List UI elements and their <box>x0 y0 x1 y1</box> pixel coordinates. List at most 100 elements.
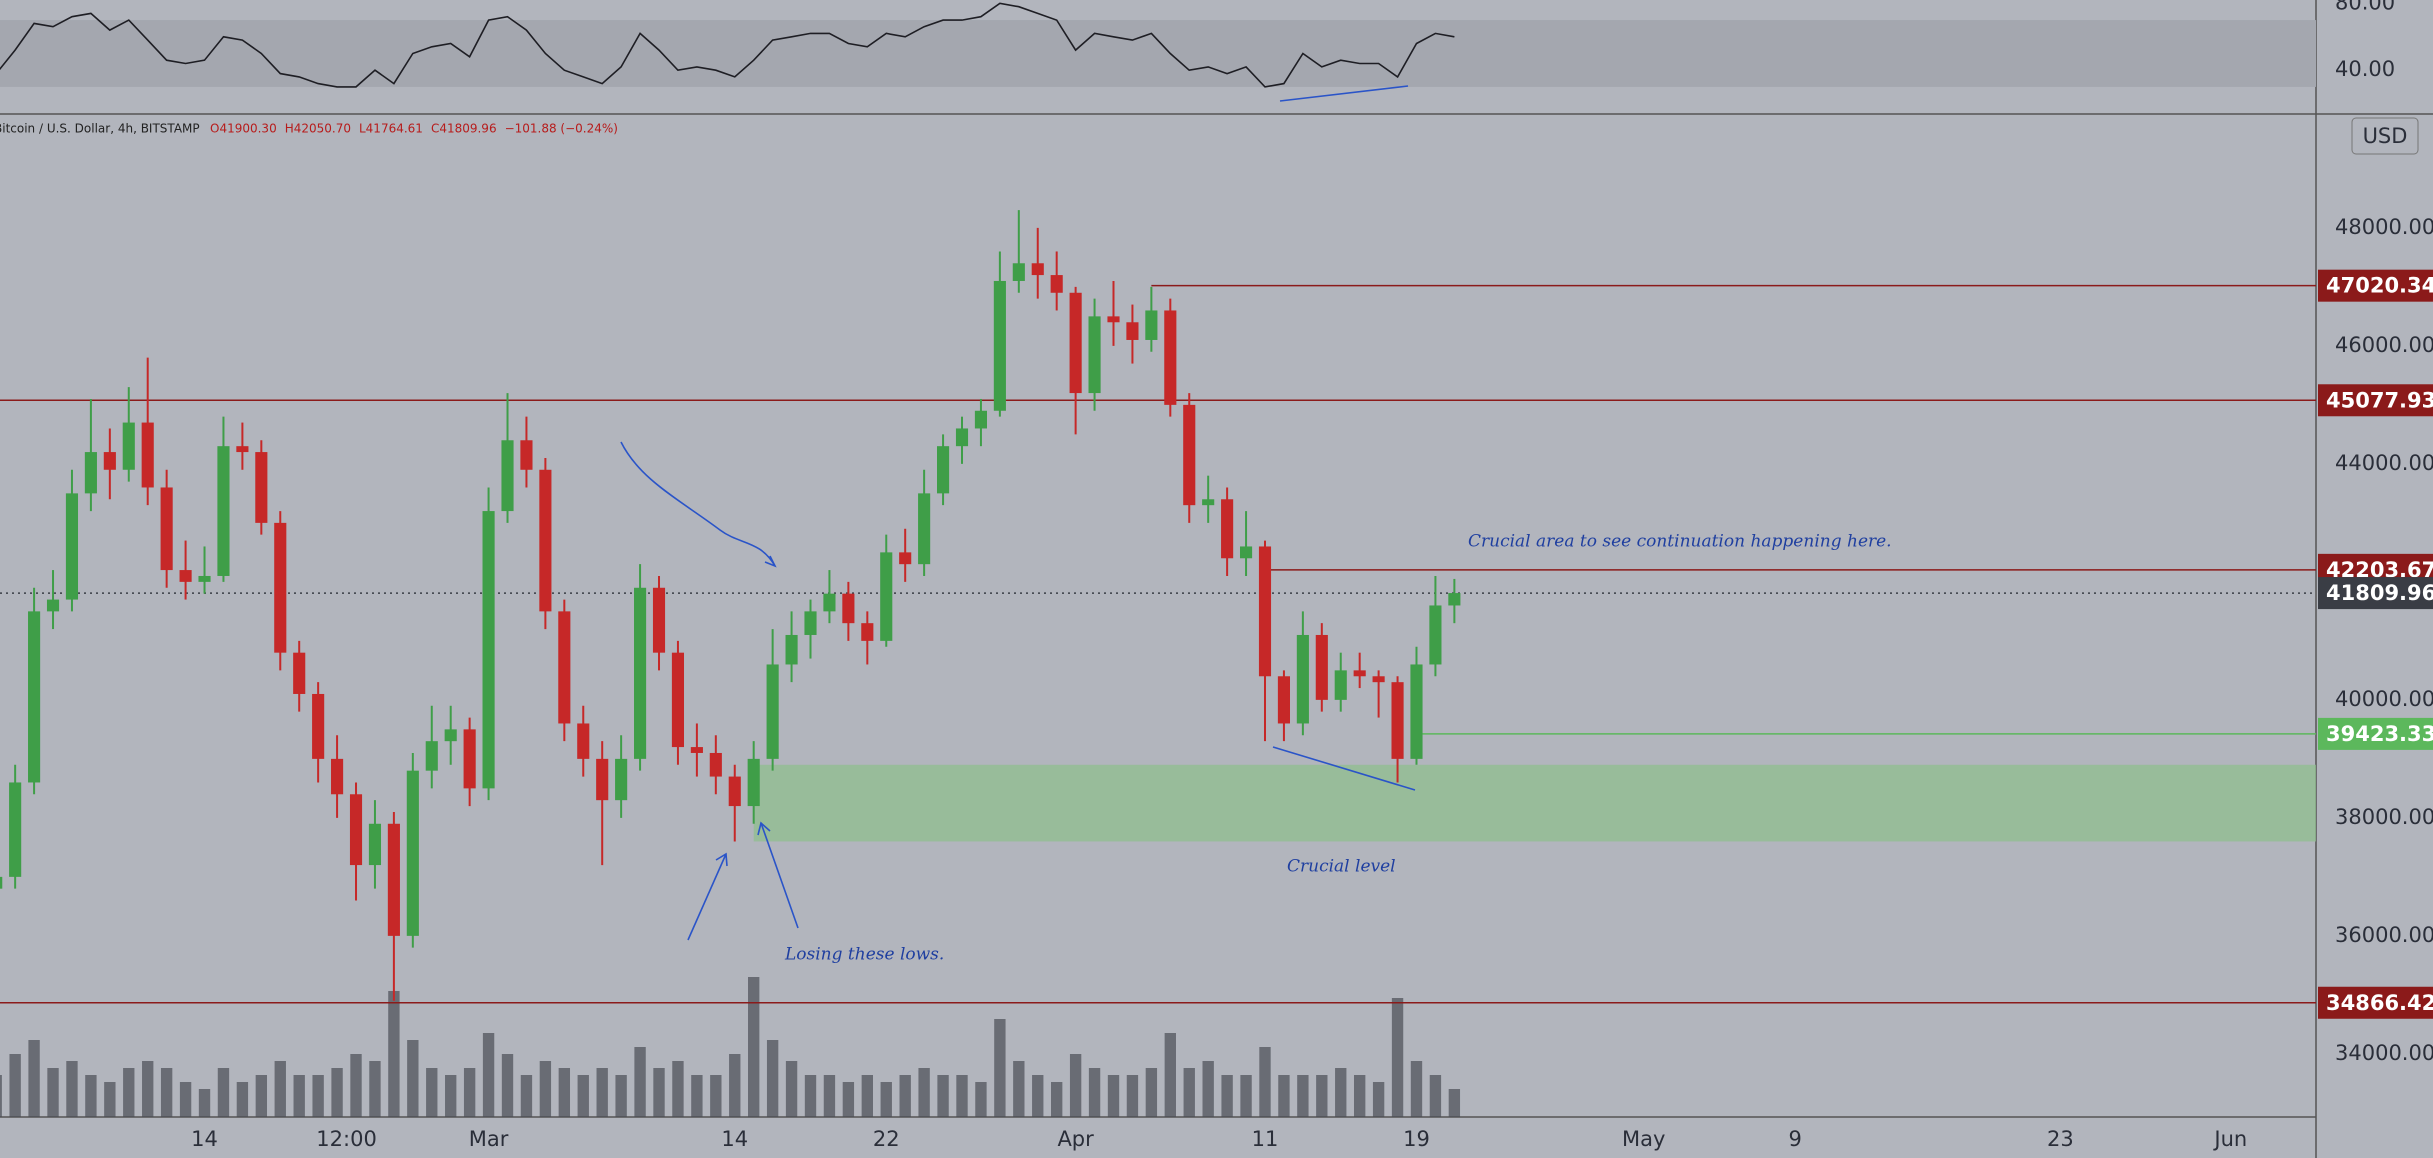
volume-bar <box>918 1068 930 1117</box>
candle-body <box>198 575 211 582</box>
volume-bar <box>1391 998 1404 1117</box>
x-tick-label: 23 <box>2047 1127 2074 1151</box>
currency-box <box>2351 117 2419 155</box>
candle-body <box>1221 499 1234 559</box>
candle-body <box>747 758 760 807</box>
candle-body <box>46 599 60 612</box>
volume-bar <box>0 1075 2 1117</box>
volume-bar <box>331 1068 343 1117</box>
rsi-line <box>0 2 1455 88</box>
volume-bar <box>1051 1082 1063 1117</box>
volume-bar <box>1353 1075 1366 1117</box>
volume-bar <box>1221 1075 1233 1117</box>
candle-body <box>444 729 457 742</box>
candle-body <box>312 693 325 759</box>
y-tick-label: 38000.00 <box>2335 805 2433 829</box>
volume-bar <box>1429 1075 1442 1117</box>
y-tick-label: 44000.00 <box>2335 451 2433 475</box>
candle-body <box>1031 263 1044 276</box>
candle-body <box>1296 634 1309 724</box>
volume-bar <box>426 1068 438 1117</box>
candle-body <box>463 729 476 789</box>
level-tag <box>2318 986 2433 1019</box>
ohlc-legend: −101.88 (−0.24%) <box>505 122 618 136</box>
volume-bar <box>1240 1075 1252 1117</box>
candle-body <box>1069 292 1082 394</box>
volume-bar <box>748 977 760 1117</box>
volume-bar <box>388 991 400 1117</box>
volume-bar <box>463 1068 476 1117</box>
rsi-band <box>0 20 2316 87</box>
currency-label: USD <box>2363 124 2408 148</box>
volume-bar <box>1032 1075 1044 1117</box>
volume-bar <box>672 1061 684 1117</box>
candle-body <box>1391 682 1404 759</box>
candle-body <box>1429 605 1442 665</box>
volume-bar <box>445 1075 457 1117</box>
volume-bar <box>482 1033 495 1117</box>
candle-body <box>690 747 703 753</box>
candle-body <box>368 823 382 866</box>
annotation: Crucial level <box>1287 857 1396 877</box>
volume-bar <box>1372 1082 1385 1117</box>
volume-bar <box>160 1068 173 1117</box>
candle-body <box>1202 499 1215 506</box>
volume-bar <box>1335 1068 1347 1117</box>
volume-bar <box>1259 1047 1271 1117</box>
x-tick-label: 14 <box>721 1127 748 1151</box>
candle-body <box>728 776 741 807</box>
y-tick-label: 36000.00 <box>2335 923 2433 947</box>
candle-body <box>1315 634 1328 700</box>
candle-body <box>1145 310 1158 340</box>
candle-body <box>918 493 931 565</box>
volume-bar <box>312 1075 324 1117</box>
candle-body <box>0 876 3 889</box>
candle-body <box>974 410 987 429</box>
x-tick-label: Apr <box>1057 1127 1094 1151</box>
ohlc-legend: O41900.30 <box>210 122 277 136</box>
rsi-tick-label: 80.00 <box>2335 0 2395 14</box>
x-tick-label: 9 <box>1789 1127 1802 1151</box>
candle-body <box>501 440 514 512</box>
volume-bar <box>710 1075 722 1117</box>
candle-body <box>65 493 79 600</box>
candle-body <box>785 634 798 665</box>
candle-body <box>103 452 116 470</box>
candle-body <box>28 611 41 783</box>
candle-body <box>652 587 666 653</box>
x-tick-label: 12:00 <box>316 1127 377 1151</box>
volume-bar <box>937 1075 949 1117</box>
volume-bar <box>28 1040 40 1117</box>
volume-bar <box>1107 1075 1120 1117</box>
volume-bar <box>85 1075 97 1117</box>
divergence-line <box>1272 746 1416 791</box>
candle-body <box>1372 676 1385 683</box>
candle-body <box>406 770 419 936</box>
volume-bar <box>1278 1075 1290 1117</box>
candle-body <box>955 428 969 447</box>
x-tick-label: 11 <box>1252 1127 1279 1151</box>
level-tag-label: 47020.34 <box>2326 274 2433 298</box>
candle-body <box>520 440 533 470</box>
ohlc-legend: H42050.70 <box>285 122 351 136</box>
volume-bar <box>350 1054 362 1117</box>
y-tick-label: 48000.00 <box>2335 215 2433 239</box>
volume-bar <box>47 1068 59 1117</box>
candle-body <box>804 611 817 635</box>
volume-bar <box>236 1082 249 1117</box>
volume-bar <box>1069 1054 1082 1117</box>
volume-bar <box>407 1040 419 1117</box>
candle-body <box>1410 664 1423 759</box>
volume-bar <box>520 1075 533 1117</box>
candle-body <box>615 758 628 801</box>
candle-body <box>84 452 97 494</box>
candle-body <box>577 723 590 759</box>
x-tick-label: May <box>1622 1127 1665 1151</box>
volume-bar <box>691 1075 703 1117</box>
candle-body <box>349 794 363 866</box>
candle-body <box>1334 670 1347 700</box>
arrow <box>687 853 727 941</box>
volume-bar <box>615 1075 627 1117</box>
